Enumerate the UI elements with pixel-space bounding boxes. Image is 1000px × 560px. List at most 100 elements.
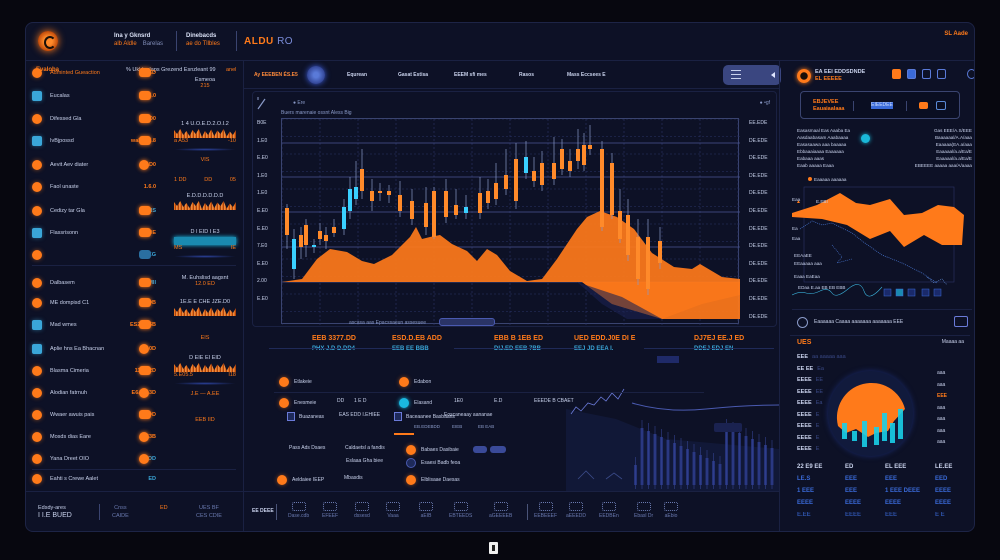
chart-chip[interactable]: EB.EDEBDD (414, 424, 441, 429)
app-logo-icon[interactable] (38, 31, 58, 51)
watchlist-item[interactable]: ME dompisd C1 OB (32, 295, 156, 311)
portfolio-row[interactable]: EEEE EE (797, 389, 823, 395)
asset-action-button[interactable] (139, 344, 149, 354)
toolbar-tool[interactable]: aGEEEEB (489, 502, 512, 520)
lower-item[interactable]: Mbasdis (344, 475, 363, 481)
allocation-donut-chart[interactable] (828, 371, 913, 456)
tab-2[interactable]: Gasat Estisa (398, 72, 429, 78)
asset-action-button[interactable] (139, 68, 151, 77)
menu-toggle-button[interactable] (723, 65, 781, 85)
asset-action-button[interactable] (139, 320, 151, 329)
lower-item[interactable]: Edabon (399, 377, 431, 387)
asset-action-button[interactable] (139, 278, 151, 287)
settings-icon[interactable] (967, 69, 974, 79)
watchlist-item[interactable]: +EG (32, 247, 156, 263)
price-quote[interactable]: DJ7EJ EE.J ED DDEJ EDJ EN (694, 335, 744, 352)
asset-action-button[interactable] (139, 388, 149, 398)
toolbar-tool[interactable]: Ebasl Dr (634, 502, 653, 520)
watchlist-item[interactable]: Aplie hns Ea Bhacnan 1.0D (32, 341, 156, 357)
mini-widget[interactable]: J.E — A.EE (174, 391, 236, 397)
lower-item[interactable]: Elblisaae Daesas (406, 475, 460, 485)
watchlist-item[interactable]: Mad wmesES2B.15B (32, 317, 156, 333)
chart-chip[interactable]: EB EAB (478, 424, 495, 429)
toolbar-tool[interactable]: EEDBEn (599, 502, 619, 520)
chart-icon[interactable] (936, 101, 946, 110)
toolbar-tool[interactable]: EEBEEEF (534, 502, 557, 520)
asset-action-button[interactable] (139, 91, 151, 100)
footer-stat-3[interactable]: ED (160, 504, 168, 512)
mini-widget[interactable]: D I EID I E3 MS IE (174, 229, 236, 258)
price-quote[interactable]: ESD.D.EB ADD EEB EE BBB (392, 335, 442, 352)
portfolio-row[interactable]: EE EE Ea (797, 366, 824, 372)
mini-widget[interactable]: E.D.D.D.D.D.D (174, 193, 236, 210)
portfolio-row[interactable]: EEEE E (797, 412, 819, 418)
watchlist-item[interactable]: Blasma Cimeria110D.2D (32, 363, 156, 379)
topbar-right-label[interactable]: SL Aade (944, 31, 968, 37)
indicator-label[interactable]: ● Ere (293, 100, 306, 106)
draw-tool-icon[interactable] (257, 96, 267, 110)
lower-item[interactable]: Eslaaa Gha biee (346, 458, 383, 464)
lower-item[interactable]: Aeldaiee IEEP (277, 475, 324, 485)
footer-stat-1[interactable]: Edsdy-ares I I.E BUED (38, 504, 72, 520)
asset-action-button[interactable] (139, 228, 151, 237)
portfolio-row[interactable]: EEEE E (797, 423, 819, 429)
chart-tag[interactable] (439, 318, 495, 326)
watchlist-item[interactable]: Eucalas1.6.0 (32, 88, 156, 104)
asset-action-button[interactable] (139, 410, 151, 419)
portfolio-row[interactable]: EEEE EE (797, 377, 823, 383)
lower-item[interactable]: Pass Ads Dsaes (289, 445, 325, 451)
asset-action-button[interactable] (139, 206, 151, 215)
lower-item[interactable]: 1E0 (454, 398, 463, 404)
lower-item[interactable]: Enesmeie (279, 398, 316, 408)
expand-icon[interactable] (954, 316, 968, 327)
asset-action-button[interactable] (139, 432, 149, 442)
mini-widget[interactable]: 1 DD DD 05 (174, 177, 236, 183)
area-chart[interactable]: ▲ Eaaaaa aaaaaa Eaa E.EBI Ea Eaa EEAaEE EEaaaa… (791, 173, 972, 303)
lower-item[interactable]: Eoscaneaay aananae (444, 412, 492, 418)
portfolio-menu[interactable]: Maaaa aa (941, 339, 964, 345)
lower-item[interactable]: EAS EDD I.EHIEE (339, 412, 380, 418)
toolbar-tool[interactable]: EFEEF (322, 502, 338, 520)
watchlist-item[interactable]: Flassrisonn1.0E (32, 225, 156, 241)
taskbar-app-icon[interactable] (489, 542, 498, 554)
tab-4[interactable]: Rasos (519, 72, 535, 78)
document-icon[interactable] (922, 69, 931, 79)
watchlist-item[interactable]: IvBjpossdwaDIJ.8.8 (32, 133, 156, 149)
watchlist-item[interactable]: Wwaer awuis pais DD (32, 407, 156, 423)
toolbar-tool[interactable]: aEbio (664, 502, 678, 520)
watchlist-item[interactable]: Alodian fatrnuhE6A.E.3D (32, 385, 156, 401)
footer-stat-2[interactable]: Cnss CAIDE (112, 504, 129, 520)
price-quote[interactable]: EBB B 1EB ED DIJ.ED EEB 7BB (494, 335, 543, 352)
mini-widget[interactable]: 1 4 U.O.E.D.2.O.I.2 a A53 -10 (174, 121, 236, 151)
portfolio-row[interactable]: EEE aa aaaaa aaa (797, 354, 846, 360)
toolbar-tool[interactable]: Dase.cdb (288, 502, 309, 520)
watchlist-item[interactable]: Yana Dreet OIO OD (32, 451, 156, 467)
mini-widget[interactable]: M. Euhslisd aagsnt 12.0 ED (174, 275, 236, 287)
tab-5[interactable]: Mass Eccsees E (567, 72, 606, 78)
asset-action-button[interactable] (139, 366, 151, 375)
watchlist-item[interactable]: Eahti s Crewe Aalet ED (32, 471, 156, 487)
watchlist-item[interactable]: Adminted Gueaction1.0ED (32, 65, 156, 81)
plot-area[interactable] (281, 118, 740, 325)
asset-action-button[interactable] (139, 250, 151, 259)
candlestick-chart[interactable]: ● Ere Buers marenaie ossnt Aless Big ● •… (252, 91, 777, 327)
asset-action-button[interactable] (139, 114, 151, 123)
asset-info-box[interactable]: EBJEVEE Eauaiaalaaa EIEEDEE (800, 91, 960, 119)
toolbar-tool[interactable]: aEIB (419, 502, 433, 520)
toolbar-tool[interactable]: aEEEDD (566, 502, 586, 520)
watchlist-item[interactable]: Difessed Gla1.0D0 (32, 111, 156, 127)
toolbar-tool[interactable]: dssesd (354, 502, 370, 520)
power-icon[interactable] (797, 317, 808, 328)
mini-widget[interactable]: VIS (174, 157, 236, 163)
chart-chip[interactable]: EIEB (452, 424, 463, 429)
lower-item[interactable]: Elasand (399, 398, 432, 408)
camera-icon[interactable] (919, 102, 928, 109)
portfolio-row[interactable]: EEEE E (797, 435, 819, 441)
portfolio-row[interactable]: EEEE E (797, 446, 819, 452)
lower-item[interactable]: Esaesi Badb feoa (406, 458, 460, 468)
pill-toggles[interactable] (472, 445, 509, 455)
lower-item[interactable]: Baceaanee Basbaans (394, 412, 455, 421)
plus-icon[interactable] (952, 69, 961, 79)
lower-item[interactable]: E.D (494, 398, 502, 404)
watchlist-item[interactable]: Cedizy tar Gla VIS (32, 203, 156, 219)
